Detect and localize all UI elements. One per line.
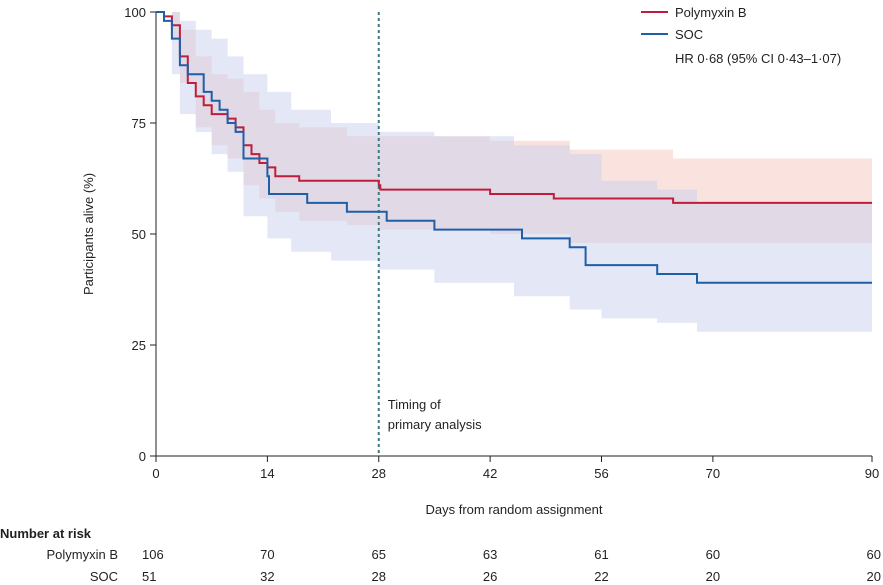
ci-band-soc bbox=[156, 12, 872, 332]
x-tick-label: 90 bbox=[865, 466, 879, 481]
risk-cell: 63 bbox=[483, 547, 497, 562]
risk-cell: 22 bbox=[594, 569, 608, 584]
legend-label: SOC bbox=[675, 27, 703, 42]
risk-cell: 32 bbox=[260, 569, 274, 584]
x-tick-label: 14 bbox=[260, 466, 274, 481]
risk-cell: 61 bbox=[594, 547, 608, 562]
survival-curve-soc bbox=[156, 11, 872, 284]
risk-cell: 70 bbox=[260, 547, 274, 562]
risk-cell: 65 bbox=[372, 547, 386, 562]
y-tick-label: 50 bbox=[132, 227, 146, 242]
y-tick-label: 25 bbox=[132, 338, 146, 353]
y-tick-label: 75 bbox=[132, 116, 146, 131]
survival-curve-polymyxin-b bbox=[156, 11, 872, 204]
x-tick-label: 42 bbox=[483, 466, 497, 481]
risk-cell: 60 bbox=[706, 547, 720, 562]
risk-cell: 28 bbox=[372, 569, 386, 584]
x-tick-label: 0 bbox=[152, 466, 159, 481]
risk-cell: 20 bbox=[706, 569, 720, 584]
risk-cell: 51 bbox=[142, 569, 156, 584]
y-tick-label: 0 bbox=[139, 449, 146, 464]
risk-cell: 26 bbox=[483, 569, 497, 584]
y-tick-label: 100 bbox=[124, 5, 146, 20]
risk-row-label: SOC bbox=[90, 569, 118, 584]
reference-line-label: Timing of bbox=[388, 397, 441, 412]
risk-row-label: Polymyxin B bbox=[46, 547, 118, 562]
legend-label: Polymyxin B bbox=[675, 5, 747, 20]
x-tick-label: 70 bbox=[706, 466, 720, 481]
risk-cell: 106 bbox=[142, 547, 164, 562]
x-axis-title: Days from random assignment bbox=[425, 502, 602, 517]
y-axis-title: Participants alive (%) bbox=[81, 173, 96, 295]
risk-table-header: Number at risk bbox=[0, 526, 92, 541]
risk-cell: 60 bbox=[867, 547, 881, 562]
risk-cell: 20 bbox=[867, 569, 881, 584]
reference-line-label: primary analysis bbox=[388, 417, 482, 432]
x-tick-label: 56 bbox=[594, 466, 608, 481]
x-tick-label: 28 bbox=[372, 466, 386, 481]
hazard-ratio-label: HR 0·68 (95% CI 0·43–1·07) bbox=[675, 51, 841, 66]
